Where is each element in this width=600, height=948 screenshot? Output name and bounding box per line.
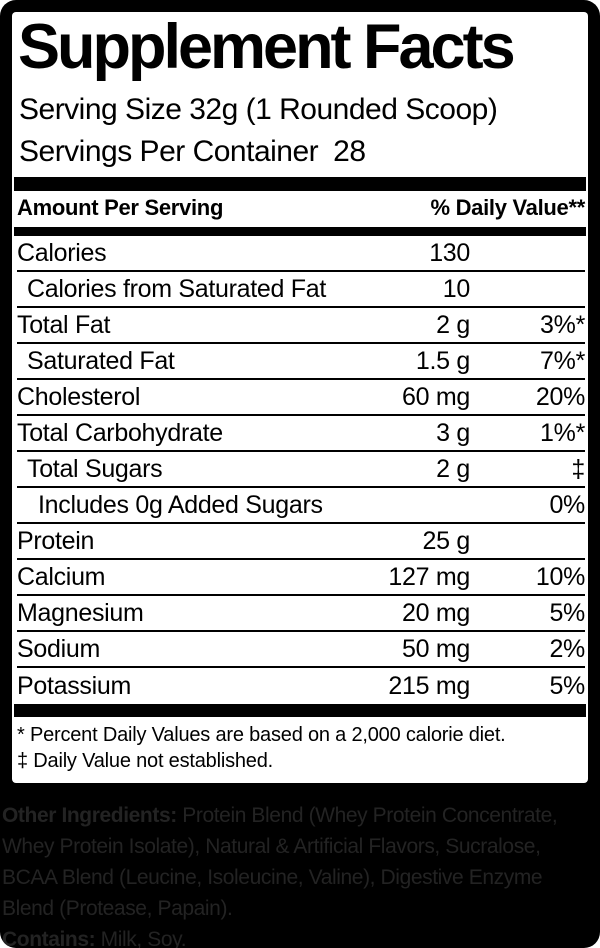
other-ingredients-section: Other Ingredients: Protein Blend (Whey P… — [2, 800, 600, 948]
ingredients-line: BCAA Blend (Leucine, Isoleucine, Valine)… — [2, 862, 600, 893]
ingredients-line-bold: Contains: — [2, 928, 96, 948]
ingredients-line-text: Whey Protein Isolate), Natural & Artific… — [2, 835, 541, 858]
nutrient-name: Saturated Fat — [27, 346, 175, 375]
nutrient-daily-value: 5% — [549, 598, 585, 627]
nutrient-name: Total Fat — [17, 310, 111, 339]
nutrient-amount: 215 mg — [388, 671, 470, 700]
divider-thick-header — [14, 227, 586, 236]
row-calories: Calories 130 — [17, 236, 585, 272]
supplement-facts-panel: Supplement Facts Serving Size 32g (1 Rou… — [12, 12, 588, 783]
nutrient-daily-value: 7%* — [540, 346, 585, 375]
row-calories-from-saturated-fat: Calories from Saturated Fat 10 — [17, 272, 585, 308]
nutrient-name: Includes 0g Added Sugars — [38, 490, 323, 519]
ingredients-line-text: Blend (Protease, Papain). — [2, 897, 233, 920]
column-header-amount: Amount Per Serving — [17, 195, 224, 220]
nutrient-amount: 3 g — [436, 418, 470, 447]
divider-thick-bottom — [14, 704, 586, 717]
nutrient-amount: 60 mg — [402, 382, 470, 411]
nutrient-daily-value: 10% — [535, 562, 585, 591]
nutrient-name: Calories from Saturated Fat — [27, 274, 326, 303]
nutrient-amount: 2 g — [436, 454, 470, 483]
ingredients-line: Whey Protein Isolate), Natural & Artific… — [2, 831, 600, 862]
nutrient-table: Calories 130 Calories from Saturated Fat… — [17, 236, 585, 704]
row-total-carbohydrate: Total Carbohydrate 3 g 1%* — [17, 416, 585, 452]
row-includes-0g-added-sugars: Includes 0g Added Sugars 0% — [17, 488, 585, 524]
nutrient-name: Total Sugars — [27, 454, 163, 483]
nutrient-amount: 127 mg — [388, 562, 470, 591]
servings-per-container-label: Servings Per Container — [19, 135, 319, 168]
nutrient-name: Calcium — [17, 562, 106, 591]
nutrient-name: Potassium — [17, 671, 132, 700]
nutrient-daily-value: 1%* — [540, 418, 585, 447]
ingredients-line-text: Milk, Soy. — [95, 928, 187, 948]
footnote-percent-daily-values: * Percent Daily Values are based on a 2,… — [17, 724, 506, 746]
ingredients-line: Contains: Milk, Soy. — [2, 924, 600, 948]
ingredients-line-text: BCAA Blend (Leucine, Isoleucine, Valine)… — [2, 866, 543, 889]
row-total-sugars: Total Sugars 2 g ‡ — [17, 452, 585, 488]
label-title: Supplement Facts — [18, 12, 516, 82]
nutrient-amount: 50 mg — [402, 634, 470, 663]
nutrient-name: Sodium — [17, 634, 100, 663]
nutrient-daily-value: ‡ — [571, 454, 585, 483]
column-header-daily-value: % Daily Value** — [430, 195, 586, 220]
nutrient-name: Magnesium — [17, 598, 144, 627]
serving-size-text: Serving Size 32g (1 Rounded Scoop) — [19, 93, 498, 126]
nutrient-amount: 25 g — [422, 526, 471, 555]
row-potassium: Potassium 215 mg 5% — [17, 668, 585, 704]
divider-thick-top — [14, 177, 586, 191]
footnotes: * Percent Daily Values are based on a 2,… — [17, 722, 585, 774]
row-protein: Protein 25 g — [17, 524, 585, 560]
nutrient-amount: 20 mg — [402, 598, 470, 627]
ingredients-line-text: Protein Blend (Whey Protein Concentrate, — [176, 804, 558, 827]
nutrient-amount: 2 g — [436, 310, 470, 339]
row-sodium: Sodium 50 mg 2% — [17, 632, 585, 668]
ingredients-line-bold: Other Ingredients: — [2, 804, 177, 827]
nutrient-daily-value: 0% — [549, 490, 585, 519]
servings-per-container: Servings Per Container 28 — [19, 134, 366, 170]
ingredients-line: Other Ingredients: Protein Blend (Whey P… — [2, 800, 600, 831]
row-total-fat: Total Fat 2 g 3%* — [17, 308, 585, 344]
row-calcium: Calcium 127 mg 10% — [17, 560, 585, 596]
nutrient-amount: 10 — [442, 274, 471, 303]
ingredients-line: Blend (Protease, Papain). — [2, 893, 600, 924]
nutrient-amount: 130 — [429, 238, 470, 267]
row-saturated-fat: Saturated Fat 1.5 g 7%* — [17, 344, 585, 380]
nutrient-name: Protein — [17, 526, 95, 555]
nutrient-name: Calories — [17, 238, 107, 267]
nutrient-name: Total Carbohydrate — [17, 418, 223, 447]
servings-per-container-value: 28 — [333, 135, 366, 168]
row-magnesium: Magnesium 20 mg 5% — [17, 596, 585, 632]
nutrient-amount: 1.5 g — [415, 346, 470, 375]
nutrient-name: Cholesterol — [17, 382, 141, 411]
footnote-daily-value-not-established: ‡ Daily Value not established. — [17, 750, 274, 772]
nutrient-daily-value: 3%* — [540, 310, 585, 339]
nutrient-daily-value: 5% — [549, 671, 585, 700]
nutrient-daily-value: 2% — [549, 634, 585, 663]
column-header-row: Amount Per Serving % Daily Value** — [17, 195, 585, 221]
row-cholesterol: Cholesterol 60 mg 20% — [17, 380, 585, 416]
nutrient-daily-value: 20% — [535, 382, 585, 411]
